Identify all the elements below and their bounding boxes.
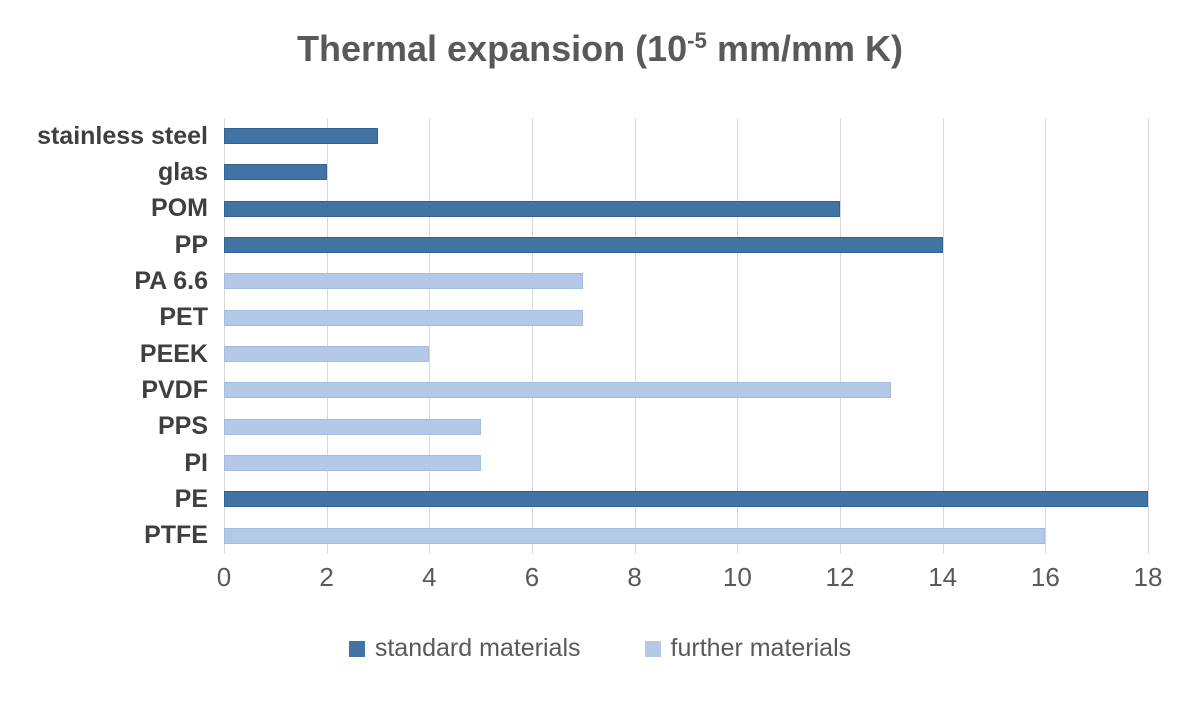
category-label: PI — [184, 448, 208, 477]
legend-item-standard: standard materials — [348, 634, 581, 663]
bar-further — [224, 418, 481, 435]
bar-row — [224, 372, 1148, 408]
gridline — [531, 118, 533, 554]
gridline — [429, 118, 431, 554]
chart-title-superscript: -5 — [687, 28, 707, 53]
legend-swatch-further — [644, 640, 661, 657]
category-label: PEEK — [139, 339, 208, 368]
bar-further — [224, 309, 584, 326]
bar-row — [224, 409, 1148, 445]
legend-swatch-standard — [348, 640, 365, 657]
category-label: PET — [159, 303, 208, 332]
bar-standard — [224, 200, 840, 217]
legend-label: standard materials — [374, 634, 581, 662]
bar-row — [224, 227, 1148, 263]
bar-row — [224, 300, 1148, 336]
category-label: PA 6.6 — [134, 266, 208, 295]
bar-further — [224, 382, 892, 399]
x-tick-label: 6 — [524, 562, 540, 592]
x-tick-label: 0 — [216, 562, 232, 592]
x-axis: 0 2 4 6 8 10 12 14 16 18 — [217, 562, 1163, 596]
gridline — [737, 118, 739, 554]
legend: standard materials further materials — [0, 634, 1200, 663]
bar-rows — [224, 118, 1148, 554]
bar-standard — [224, 128, 378, 145]
bar-further — [224, 527, 1046, 544]
gridline — [942, 118, 944, 554]
bar-row — [224, 445, 1148, 481]
legend-label: further materials — [670, 634, 852, 662]
gridline — [224, 118, 225, 554]
bar-standard — [224, 491, 1148, 508]
x-tick-label: 10 — [722, 562, 752, 592]
chart-title-main: Thermal expansion (10 — [296, 28, 688, 69]
bar-row — [224, 154, 1148, 190]
category-label: PP — [174, 230, 208, 259]
bar-further — [224, 273, 584, 290]
category-label: glas — [157, 157, 208, 186]
x-tick-label: 12 — [825, 562, 855, 592]
bar-row — [224, 518, 1148, 554]
bar-row — [224, 263, 1148, 299]
x-tick-label: 4 — [422, 562, 437, 592]
bar-standard — [224, 164, 327, 181]
category-label: stainless steel — [37, 121, 208, 150]
plot-area — [224, 118, 1149, 554]
chart-title: Thermal expansion (10-5 mm/mm K) — [0, 28, 1200, 70]
bar-row — [224, 336, 1148, 372]
bar-row — [224, 481, 1148, 517]
category-label: POM — [151, 194, 208, 223]
category-label: PVDF — [141, 375, 208, 404]
bar-row — [224, 118, 1148, 154]
gridline — [1148, 118, 1149, 554]
category-label: PTFE — [144, 521, 208, 550]
x-tick-label: 18 — [1133, 562, 1163, 592]
gridline — [1045, 118, 1047, 554]
gridline — [326, 118, 328, 554]
bar-further — [224, 455, 481, 472]
category-label: PPS — [157, 412, 208, 441]
bar-further — [224, 346, 430, 363]
x-tick-label: 16 — [1030, 562, 1060, 592]
chart-title-rest: mm/mm K) — [706, 28, 903, 69]
bar-row — [224, 191, 1148, 227]
legend-item-further: further materials — [644, 634, 852, 663]
category-label: PE — [174, 484, 208, 513]
x-tick-label: 2 — [319, 562, 334, 592]
x-tick-label: 14 — [928, 562, 958, 592]
bar-standard — [224, 237, 943, 254]
category-axis: stainless steel glas POM PP PA 6.6 PET PEEK PVD… — [0, 118, 208, 554]
gridline — [839, 118, 841, 554]
x-tick-label: 8 — [627, 562, 642, 592]
gridline — [634, 118, 636, 554]
